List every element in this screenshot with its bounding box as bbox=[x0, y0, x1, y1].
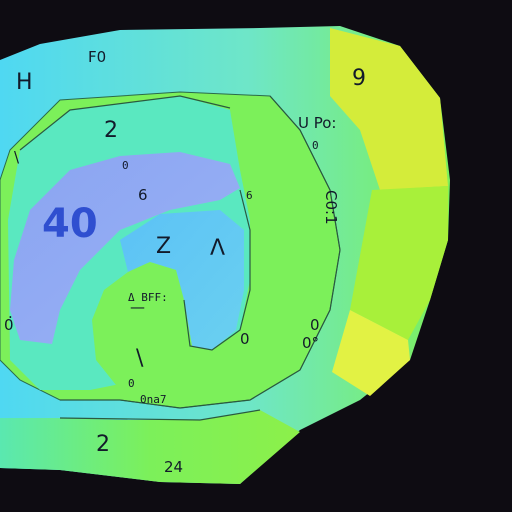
label-big-40: 40 bbox=[42, 201, 98, 247]
label-center-dash: — bbox=[130, 298, 145, 316]
label-vertical-text: C0:1 bbox=[322, 190, 340, 225]
label-lambda: Λ bbox=[210, 236, 226, 261]
center-blob bbox=[92, 262, 192, 394]
periwinkle-arm bbox=[10, 152, 240, 344]
label-top-left: H bbox=[16, 70, 33, 95]
label-upper-right-text: U Po: bbox=[298, 114, 337, 132]
label-n-six: 6 bbox=[138, 186, 148, 204]
label-bottom-2: 2 bbox=[96, 432, 110, 457]
label-z: Z bbox=[156, 234, 172, 259]
label-lower-small: 0na7 bbox=[140, 393, 167, 406]
label-right-circle: 0° bbox=[302, 334, 320, 352]
label-small-zero: 0 bbox=[122, 159, 129, 172]
sky-core bbox=[120, 210, 244, 350]
label-bottom-24: 24 bbox=[164, 458, 184, 476]
label-left-zero: 0 bbox=[4, 316, 14, 334]
label-upper-right-9: 9 bbox=[352, 66, 366, 91]
label-left-bracket: \ bbox=[14, 148, 20, 166]
right-cap-yellow-low bbox=[332, 310, 410, 396]
right-cap-lime bbox=[350, 186, 448, 340]
label-small-six: 6 bbox=[246, 189, 253, 202]
right-cap-yellow bbox=[330, 28, 448, 190]
spiral-outline bbox=[19, 95, 341, 421]
label-center-small: Δ BFF: bbox=[128, 291, 168, 304]
label-slash: \ bbox=[136, 346, 144, 371]
bottom-band bbox=[0, 410, 300, 484]
label-dot-marks: . bbox=[8, 304, 13, 322]
label-upper-right-zero: 0 bbox=[312, 139, 319, 152]
label-side-zero: 0 bbox=[240, 330, 250, 348]
label-top-center: F0 bbox=[88, 48, 107, 66]
label-mid-right-zero: 0 bbox=[310, 316, 320, 334]
label-lower-left-0: 0 bbox=[128, 377, 135, 390]
label-left-2: 2 bbox=[104, 118, 118, 143]
